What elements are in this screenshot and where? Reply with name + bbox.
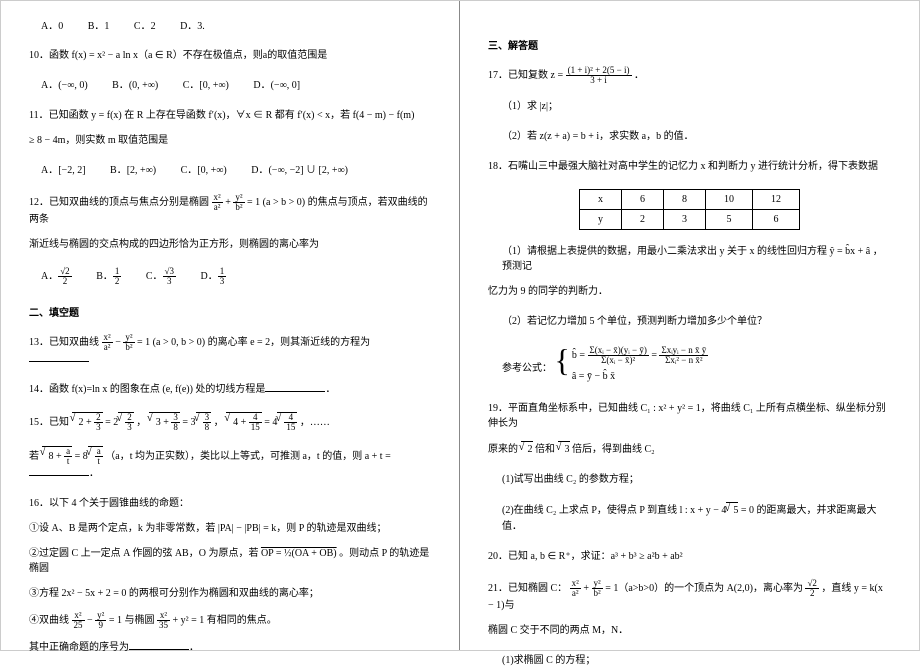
q12-opt-a: A．√22 <box>41 271 72 282</box>
q9-options: A．0 B．1 C．2 D．3. <box>41 19 431 34</box>
sqrt2-icon: 2 <box>521 441 533 458</box>
ref-formula: { b̂ = Σ(xᵢ − x̄)(yᵢ − ȳ)Σ(xᵢ − x̄)² = Σ… <box>555 344 709 387</box>
th-y: y <box>580 210 622 230</box>
q10-opt-a: A．(−∞, 0) <box>41 80 88 91</box>
q15-line1: 15．已知 2 + 23 = 223 ， 3 + 38 = 338 ， 4 + … <box>29 412 431 432</box>
q20: 20．已知 a, b ∈ R⁺，求证：a³ + b³ ≥ a²b + ab² <box>488 549 891 565</box>
q15-line2: 若 8 + at = 8at （a，t 均为正实数），类比以上等式，可推测 a，… <box>29 446 431 482</box>
q12-opt-c: C．√33 <box>146 271 176 282</box>
q18-1b: 忆力为 9 的同学的判断力． <box>488 284 891 300</box>
q21-line2: 椭圆 C 交于不同的两点 M，N． <box>488 623 891 639</box>
q16-4: ④双曲线 x²25 − y²9 = 1 与椭圆 x²35 + y² = 1 有相… <box>29 611 431 630</box>
q11-opt-a: A．[−2, 2] <box>41 165 86 176</box>
sqrt-term-1: 2 + 23 <box>72 412 103 432</box>
sqrt3-icon: 3 <box>558 441 570 458</box>
sqrt-term-2: 3 + 38 <box>149 412 180 432</box>
q9-opt-a: A．0 <box>41 21 63 32</box>
right-column: 三、解答题 17．已知复数 z = (1 + i)² + 2(5 − i)3 +… <box>460 1 919 650</box>
q18-ref: 参考公式： { b̂ = Σ(xᵢ − x̄)(yᵢ − ȳ)Σ(xᵢ − x̄… <box>488 344 891 387</box>
frac-y2b2: y²b² <box>233 193 244 212</box>
q10-opt-b: B．(0, +∞) <box>112 80 158 91</box>
q18-table: x 6 8 10 12 y 2 3 5 6 <box>579 189 800 230</box>
q19-2: (2)在曲线 C₂ 上求点 P，使得点 P 到直线 l : x + y − 45… <box>488 502 891 535</box>
th-x: x <box>580 190 622 210</box>
q10-options: A．(−∞, 0) B．(0, +∞) C．[0, +∞) D．(−∞, 0] <box>41 78 431 94</box>
q11-opt-d: D．(−∞, −2] ∪ [2, +∞) <box>251 165 348 176</box>
q9-opt-b: B．1 <box>88 21 110 32</box>
section-answer: 三、解答题 <box>488 37 891 52</box>
q13: 13．已知双曲线 x²a² − y²b² = 1 (a > 0, b > 0) … <box>29 333 431 368</box>
q16: 16．以下 4 个关于圆锥曲线的命题： <box>29 496 431 511</box>
q10-opt-d: D．(−∞, 0] <box>253 80 300 91</box>
q19-b: 原来的 2 倍和 3 倍后，得到曲线 C₂ <box>488 441 891 458</box>
q11-opt-b: B．[2, +∞) <box>110 165 156 176</box>
frac-x2a2: x²a² <box>212 193 223 212</box>
q12-options: A．√22 B．12 C．√33 D．13 <box>41 267 431 286</box>
q18-2: （2）若记忆力增加 5 个单位，预测判断力增加多少个单位？ <box>488 314 891 330</box>
q11-opt-c: C．[0, +∞) <box>181 165 227 176</box>
q16-2: ②过定圆 C 上一定点 A 作圆的弦 AB，O 为原点，若 OP = ½(OA … <box>29 546 431 576</box>
q9-opt-d: D．3. <box>180 21 205 32</box>
q18-1a: （1）请根据上表提供的数据，用最小二乘法求出 y 关于 x 的线性回归方程 ŷ … <box>488 244 891 274</box>
q12-line1: 12．已知双曲线的顶点与焦点分别是椭圆 x²a² + y²b² = 1 (a >… <box>29 193 431 227</box>
q19-1: (1)试写出曲线 C₂ 的参数方程； <box>488 472 891 488</box>
q19-a: 19．平面直角坐标系中，已知曲线 C₁ : x² + y² = 1，将曲线 C₁… <box>488 401 891 431</box>
left-column: A．0 B．1 C．2 D．3. 10．函数 f(x) = x² − a ln … <box>1 1 460 650</box>
q21-line1: 21．已知椭圆 C： x²a² + y²b² = 1（a>b>0）的一个顶点为 … <box>488 579 891 613</box>
q12-opt-b: B．12 <box>96 271 121 282</box>
q21-1: (1)求椭圆 C 的方程； <box>488 653 891 669</box>
q16-3: ③方程 2x² − 5x + 2 = 0 的两根可分别作为椭圆和双曲线的离心率； <box>29 586 431 601</box>
sqrt-term-3: 4 + 415 <box>226 412 262 432</box>
sqrt-term-at: 8 + at <box>42 446 73 466</box>
q14: 14．函数 f(x)=ln x 的图象在点 (e, f(e)) 处的切线方程是． <box>29 382 431 398</box>
q11-line1: 11．已知函数 y = f(x) 在 R 上存在导函数 f′(x)，∀x ∈ R… <box>29 108 431 123</box>
section-fill: 二、填空题 <box>29 304 431 319</box>
q16-1: ①设 A、B 是两个定点，k 为非零常数，若 |PA| − |PB| = k，则… <box>29 521 431 536</box>
q17-frac: (1 + i)² + 2(5 − i)3 + i <box>566 66 632 85</box>
q10-opt-c: C．[0, +∞) <box>183 80 229 91</box>
sqrt5-icon: 5 <box>726 502 738 519</box>
q11-options: A．[−2, 2] B．[2, +∞) C．[0, +∞) D．(−∞, −2]… <box>41 163 431 179</box>
q16-blank <box>129 640 189 650</box>
q9-opt-c: C．2 <box>134 21 156 32</box>
q16-tail: 其中正确命题的序号为． <box>29 640 431 655</box>
q18: 18．石嘴山三中最强大脑社对高中学生的记忆力 x 和判断力 y 进行统计分析，得… <box>488 159 891 175</box>
q15-blank <box>29 466 89 476</box>
q17-2: （2）若 z(z + a) = b + i，求实数 a，b 的值． <box>488 129 891 145</box>
q12-line1-a: 12．已知双曲线的顶点与焦点分别是椭圆 <box>29 197 209 208</box>
q14-blank <box>265 382 325 392</box>
q12-line2: 渐近线与椭圆的交点构成的四边形恰为正方形，则椭圆的离心率为 <box>29 237 431 253</box>
q11-line2: ≥ 8 − 4m，则实数 m 取值范围是 <box>29 133 431 149</box>
q12-opt-d: D．13 <box>200 271 226 282</box>
vector-op: OP = ½(OA + OB) <box>261 548 337 559</box>
q17-1: （1）求 |z|； <box>488 99 891 115</box>
q10-stem: 10．函数 f(x) = x² − a ln x（a ∈ R）不存在极值点，则a… <box>29 48 431 64</box>
q17: 17．已知复数 z = (1 + i)² + 2(5 − i)3 + i ． <box>488 66 891 85</box>
q13-blank <box>29 352 89 362</box>
